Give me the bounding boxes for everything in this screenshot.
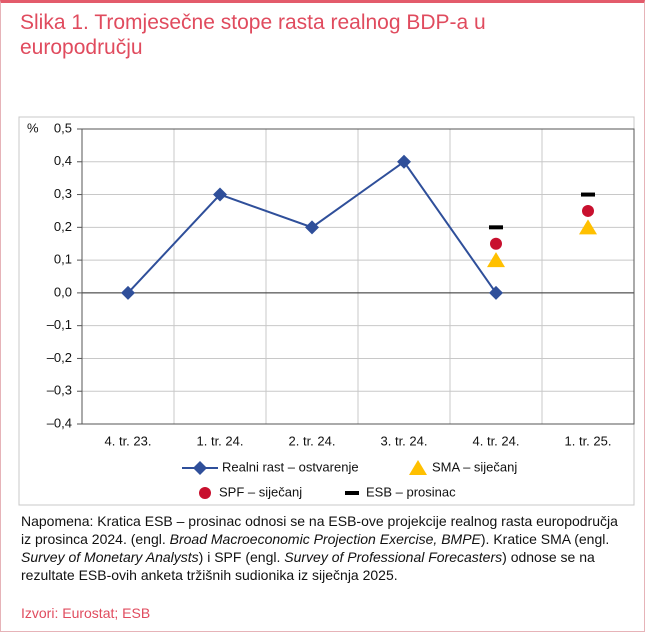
marker-diamond [213, 187, 227, 202]
note: Napomena: Kratica ESB – prosinac odnosi … [21, 512, 627, 584]
y-tick-label: 0,5 [54, 120, 72, 135]
x-tick-label: 1. tr. 24. [197, 433, 244, 448]
marker-triangle [409, 460, 427, 475]
y-tick-label: –0,3 [47, 383, 72, 398]
note-text: Survey of Monetary Analysts [21, 549, 199, 565]
source: Izvori: Eurostat; ESB [21, 605, 151, 621]
x-tick-label: 2. tr. 24. [289, 433, 336, 448]
legend-label: Realni rast – ostvarenje [222, 459, 359, 474]
plot-border [81, 128, 635, 425]
chart-box [18, 116, 635, 506]
x-tick-label: 3. tr. 24. [381, 433, 428, 448]
note-text: Broad Macroeconomic Projection Exercise,… [169, 531, 481, 547]
y-tick-label: 0,3 [54, 186, 72, 201]
note-text: Napomena: Kratica ESB – prosinac odnosi … [21, 513, 618, 547]
y-tick-label: –0,4 [47, 415, 72, 430]
note-text: Survey of Professional Forecasters [284, 549, 503, 565]
legend-label: SMA – siječanj [432, 459, 517, 474]
x-tick-label: 1. tr. 25. [565, 433, 612, 448]
marker-circle [490, 237, 502, 250]
note-text: ) i SPF (engl. [198, 549, 285, 565]
legend-label: ESB – prosinac [366, 484, 456, 499]
marker-triangle [579, 219, 597, 235]
legend-label: SPF – siječanj [219, 484, 302, 499]
x-tick-label: 4. tr. 24. [473, 433, 520, 448]
y-tick-label: 0,4 [54, 153, 72, 168]
note-text: ) odnose se na rezultate ESB-ovih anketa… [21, 549, 595, 583]
marker-diamond [305, 220, 319, 235]
marker-dash [345, 491, 359, 495]
marker-diamond [121, 285, 135, 300]
y-tick-label: –0,1 [47, 317, 72, 332]
marker-dash [489, 225, 503, 230]
y-tick-label: –0,2 [47, 350, 72, 365]
marker-dash [581, 192, 595, 197]
marker-triangle [487, 252, 505, 268]
y-tick-label: 0,2 [54, 219, 72, 234]
y-tick-label: 0,0 [54, 284, 72, 299]
marker-circle [582, 204, 594, 217]
note-text: ). Kratice SMA (engl. [480, 531, 610, 547]
x-tick-label: 4. tr. 23. [105, 433, 152, 448]
y-tick-label: 0,1 [54, 252, 72, 267]
marker-circle [199, 487, 211, 499]
marker-diamond [489, 285, 503, 300]
y-axis-unit: % [27, 120, 39, 135]
marker-diamond [397, 154, 411, 169]
chart-title: Slika 1. Tromjesečne stope rasta realnog… [20, 11, 486, 59]
marker-diamond [193, 461, 207, 475]
